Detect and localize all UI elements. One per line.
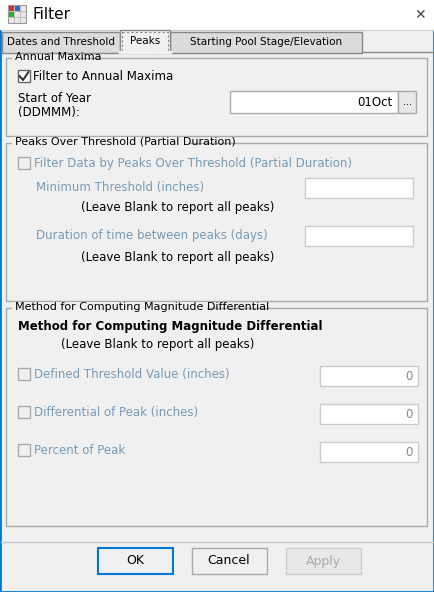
Bar [18,157,30,169]
Bar [18,444,30,456]
Bar [9,6,14,11]
Bar [320,404,418,424]
Bar [12,52,75,64]
Bar [18,368,30,380]
Bar [320,442,418,462]
Text: Duration of time between peaks (days): Duration of time between peaks (days) [36,229,268,242]
Text: Starting Pool Stage/Elevation: Starting Pool Stage/Elevation [190,37,342,47]
Bar [192,548,267,574]
Bar [6,58,427,136]
Text: Differential of Peak (inches): Differential of Peak (inches) [34,406,198,419]
Text: Peaks Over Threshold (Partial Duration): Peaks Over Threshold (Partial Duration) [15,137,236,147]
Bar [9,12,14,17]
Bar [230,91,398,113]
Text: ...: ... [402,97,411,107]
Text: Percent of Peak: Percent of Peak [34,444,125,457]
Text: Start of Year: Start of Year [18,92,91,105]
Text: Defined Threshold Value (inches): Defined Threshold Value (inches) [34,368,230,381]
Text: Peaks: Peaks [130,36,160,46]
Text: ✕: ✕ [414,8,426,22]
Text: Filter: Filter [32,7,70,22]
Text: (Leave Blank to report all peaks): (Leave Blank to report all peaks) [81,201,274,214]
Text: 01Oct: 01Oct [358,95,393,108]
Bar [18,406,30,418]
Text: Filter to Annual Maxima: Filter to Annual Maxima [33,70,173,83]
Bar [15,6,20,11]
Text: Method for Computing Magnitude Differential: Method for Computing Magnitude Different… [15,302,269,312]
Bar [120,30,170,53]
Bar [286,548,361,574]
Bar [0,0,434,30]
Text: OK: OK [126,555,144,568]
Bar [6,143,427,301]
Bar [6,308,427,526]
Text: Apply: Apply [306,555,341,568]
Text: Dates and Threshold: Dates and Threshold [7,37,115,47]
Text: Cancel: Cancel [208,555,250,568]
Bar [12,137,190,149]
Bar [398,91,416,113]
Bar [98,548,173,574]
Bar [170,32,362,53]
Bar [2,32,120,53]
Bar [305,226,413,246]
Text: Annual Maxima: Annual Maxima [15,52,102,62]
Text: 0: 0 [406,369,413,382]
Bar [320,366,418,386]
Text: Minimum Threshold (inches): Minimum Threshold (inches) [36,181,204,194]
Text: Method for Computing Magnitude Differential: Method for Computing Magnitude Different… [18,320,322,333]
Bar [12,302,207,314]
Bar [8,5,26,23]
Text: Filter Data by Peaks Over Threshold (Partial Duration): Filter Data by Peaks Over Threshold (Par… [34,157,352,170]
Text: 0: 0 [406,446,413,458]
Bar [122,32,168,51]
Bar [305,178,413,198]
Text: (Leave Blank to report all peaks): (Leave Blank to report all peaks) [61,338,254,351]
Bar [18,70,30,82]
Text: 0: 0 [406,407,413,420]
Text: (Leave Blank to report all peaks): (Leave Blank to report all peaks) [81,251,274,264]
Text: (DDMMM):: (DDMMM): [18,106,80,119]
